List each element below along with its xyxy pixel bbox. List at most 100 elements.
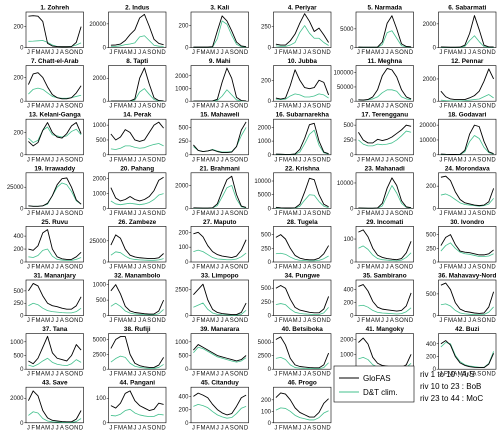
series-line-glofas	[440, 68, 495, 100]
x-tick-label: M	[45, 104, 50, 110]
panel-frame	[438, 226, 497, 263]
y-tick-label: 0	[103, 99, 107, 105]
panel-frame	[108, 172, 167, 209]
x-tick-label: J	[298, 157, 301, 163]
x-tick-label: J	[303, 318, 306, 324]
x-tick-label: S	[312, 372, 316, 378]
y-tick-label: 10000	[254, 179, 271, 185]
x-tick-label: M	[365, 211, 370, 217]
series-line-glofas	[193, 392, 247, 416]
x-tick-label: M	[200, 50, 205, 56]
x-tick-label: J	[56, 265, 59, 271]
panel-frame	[108, 386, 167, 424]
y-tick-label: 0	[185, 153, 189, 159]
panel-title: 9. Mahi	[209, 58, 231, 65]
x-tick-label: S	[312, 318, 316, 324]
x-tick-label: S	[312, 425, 316, 431]
x-tick-label: A	[60, 265, 64, 271]
panel-title: 18. Godavari	[448, 112, 487, 119]
series-line-glofas	[28, 122, 82, 147]
x-tick-label: N	[239, 425, 243, 431]
x-tick-label: O	[152, 425, 157, 431]
panel-frame	[25, 226, 84, 263]
series-line-dt-clim	[28, 248, 82, 261]
x-tick-label: J	[133, 318, 136, 324]
x-tick-label: A	[123, 425, 127, 431]
x-tick-label: J	[192, 372, 195, 378]
x-tick-label: M	[448, 372, 453, 378]
x-tick-label: F	[196, 104, 200, 110]
x-tick-label: J	[303, 425, 306, 431]
y-tick-label: 200	[261, 78, 272, 84]
series-line-dt-clim	[440, 94, 494, 102]
x-tick-label: S	[312, 104, 316, 110]
x-tick-label: F	[31, 425, 35, 431]
y-tick-label: 0	[20, 206, 24, 212]
x-tick-label: A	[288, 372, 292, 378]
panel-title: 14. Perak	[123, 112, 152, 119]
y-tick-label: 2000	[175, 74, 189, 80]
x-tick-label: M	[365, 318, 370, 324]
x-tick-label: J	[221, 211, 224, 217]
y-tick-label: 0	[268, 367, 272, 373]
x-tick-label: A	[123, 318, 127, 324]
x-tick-label: F	[279, 318, 283, 324]
x-tick-label: A	[41, 50, 45, 56]
x-tick-label: J	[274, 318, 277, 324]
series-line-dt-clim	[28, 357, 82, 367]
x-tick-label: A	[123, 211, 127, 217]
x-tick-label: J	[298, 265, 301, 271]
x-tick-label: A	[206, 211, 210, 217]
x-tick-label: O	[399, 265, 404, 271]
x-tick-label: O	[69, 104, 74, 110]
x-tick-label: S	[65, 211, 69, 217]
x-tick-label: J	[274, 104, 277, 110]
note-mozambique-channel: riv 23 to 44 : MoC	[420, 394, 483, 403]
x-tick-label: F	[444, 372, 448, 378]
x-tick-label: M	[210, 425, 215, 431]
x-tick-label: A	[307, 157, 311, 163]
x-tick-label: S	[147, 157, 151, 163]
x-tick-label: J	[192, 104, 195, 110]
series-line-glofas	[110, 13, 164, 46]
x-tick-label: A	[390, 50, 394, 56]
x-tick-label: N	[487, 157, 491, 163]
x-tick-label: J	[216, 211, 219, 217]
x-tick-label: J	[221, 157, 224, 163]
x-tick-label: J	[27, 50, 30, 56]
x-tick-label: N	[239, 211, 243, 217]
y-tick-label: 400	[13, 234, 24, 240]
y-tick-label: 0	[20, 421, 24, 427]
panel-frame	[273, 279, 332, 316]
series-line-dt-clim	[193, 346, 247, 363]
x-tick-label: J	[274, 372, 277, 378]
x-tick-label: M	[375, 265, 380, 271]
x-tick-label: J	[192, 265, 195, 271]
x-tick-label: A	[288, 265, 292, 271]
x-tick-label: O	[482, 211, 487, 217]
x-tick-label: A	[206, 265, 210, 271]
x-tick-label: M	[118, 372, 123, 378]
x-tick-label: A	[41, 211, 45, 217]
y-tick-label: 200	[178, 23, 189, 29]
x-tick-label: D	[79, 50, 84, 56]
x-tick-label: N	[239, 372, 243, 378]
x-tick-label: N	[74, 372, 78, 378]
x-tick-label: O	[69, 318, 74, 324]
x-tick-label: A	[41, 318, 45, 324]
y-tick-label: 0	[185, 367, 189, 373]
x-tick-label: F	[361, 157, 365, 163]
x-tick-label: M	[375, 104, 380, 110]
x-tick-label: J	[386, 265, 389, 271]
x-tick-label: F	[196, 50, 200, 56]
x-tick-label: F	[196, 318, 200, 324]
x-tick-label: J	[109, 425, 112, 431]
series-line-dt-clim	[275, 25, 329, 47]
x-tick-label: A	[60, 104, 64, 110]
